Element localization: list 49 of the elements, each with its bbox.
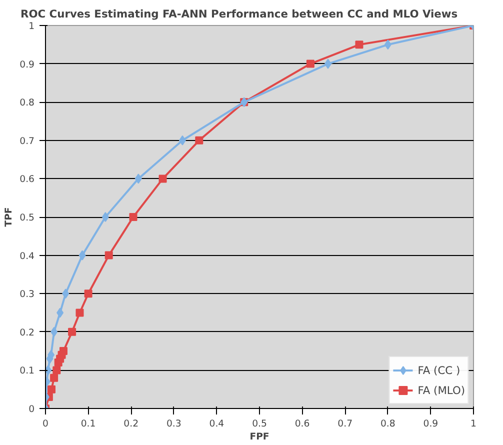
- y-axis-title: TPF: [4, 207, 15, 227]
- x-tick-label: 0.8: [380, 418, 396, 430]
- y-tick-label: 0.1: [20, 366, 35, 377]
- y-tick-label: 0.9: [20, 59, 35, 70]
- point: [68, 328, 76, 336]
- point: [56, 308, 64, 318]
- y-tick-label: 0.5: [20, 212, 35, 224]
- point: [355, 40, 364, 49]
- x-tick-label: 0.1: [80, 418, 96, 430]
- x-tick-label: 0.7: [338, 418, 353, 430]
- y-tick-label: 0.4: [20, 250, 35, 262]
- x-tick-label: 0.5: [252, 418, 267, 430]
- legend-label: FA (CC ): [418, 364, 460, 376]
- point: [134, 174, 142, 184]
- point: [129, 213, 138, 221]
- x-tick-label: 1: [470, 418, 477, 430]
- y-tick-label: 0.6: [20, 174, 35, 186]
- point: [50, 326, 58, 337]
- point: [384, 40, 392, 50]
- y-tick-label: 1: [28, 21, 35, 32]
- point: [76, 308, 84, 317]
- chart-title: ROC Curves Estimating FA-ANN Performance between CC and MLO Views: [20, 8, 458, 20]
- point: [178, 135, 186, 146]
- point: [47, 385, 56, 394]
- x-axis-title: FPF: [250, 432, 270, 442]
- point: [158, 174, 167, 183]
- point: [102, 212, 109, 222]
- x-tick-label: 0.9: [423, 418, 438, 430]
- point: [84, 290, 92, 298]
- point: [306, 60, 314, 68]
- point: [78, 250, 86, 260]
- x-tick-label: 0.4: [209, 418, 224, 430]
- point: [104, 251, 113, 260]
- x-tick-label: 0.6: [294, 418, 310, 430]
- x-tick-label: 0: [42, 418, 49, 430]
- y-tick-label: 0.2: [20, 327, 35, 338]
- point: [195, 136, 204, 144]
- y-tick-label: 0.8: [20, 98, 35, 109]
- point: [50, 374, 58, 382]
- point: [62, 288, 70, 299]
- x-tick-label: 0.2: [124, 418, 139, 430]
- point: [59, 347, 68, 356]
- y-tick-label: 0.3: [20, 289, 35, 300]
- x-tick-label: 0.3: [166, 418, 182, 430]
- y-tick-label: 0: [28, 404, 35, 415]
- legend-label: FA (MLO): [418, 384, 465, 396]
- point: [324, 58, 332, 69]
- point: [52, 366, 61, 374]
- y-tick-label: 0.7: [20, 136, 35, 147]
